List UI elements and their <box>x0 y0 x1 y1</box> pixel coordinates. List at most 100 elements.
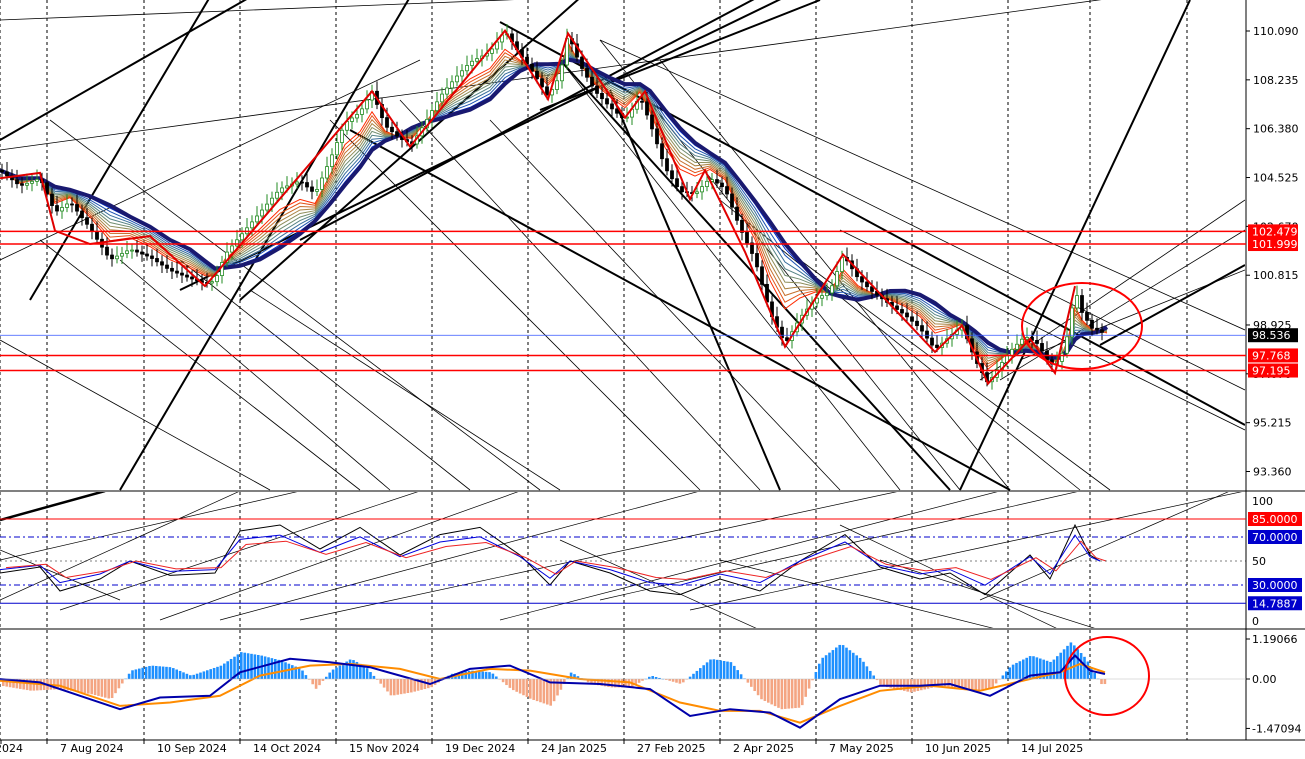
macd-histogram-bar <box>882 679 886 687</box>
macd-histogram-bar <box>144 666 148 679</box>
macd-histogram-bar <box>695 670 699 679</box>
candle <box>450 81 454 89</box>
macd-histogram-bar <box>539 679 542 703</box>
macd-histogram-bar <box>950 679 954 688</box>
macd-histogram-bar <box>372 675 376 679</box>
candle <box>440 93 444 103</box>
candle <box>60 207 64 212</box>
candle <box>605 98 609 105</box>
macd-histogram-bar <box>739 674 743 679</box>
candle <box>555 80 559 90</box>
macd-histogram-bar <box>461 672 464 679</box>
candle <box>445 87 449 95</box>
trend-line <box>39 239 361 491</box>
macd-histogram-bar <box>862 661 865 679</box>
macd-histogram-bar <box>971 679 974 691</box>
macd-histogram-bar <box>960 679 964 690</box>
macd-histogram-bar <box>1059 652 1062 679</box>
date-tick-label: 24 Jan 2025 <box>541 742 607 755</box>
macd-histogram-bar <box>1005 671 1008 679</box>
macd-histogram-bar <box>648 676 651 679</box>
macd-histogram-bar <box>756 679 760 696</box>
candle <box>740 219 744 233</box>
rsi-trend-line <box>219 492 698 621</box>
macd-histogram-bar <box>335 667 338 679</box>
ma-ribbon-line <box>0 50 1108 361</box>
candle <box>695 191 699 194</box>
macd-histogram-bar <box>488 672 491 679</box>
macd-histogram-bar <box>719 660 722 679</box>
date-tick-label: 14 Oct 2024 <box>253 742 321 755</box>
macd-histogram-bar <box>790 679 794 709</box>
price-tick-label: 108.235 <box>1253 74 1299 87</box>
macd-histogram-bar <box>243 652 246 679</box>
macd-histogram-bar <box>767 679 770 703</box>
macd-histogram-bar <box>818 663 821 679</box>
candle <box>45 182 49 195</box>
candle <box>1015 343 1019 350</box>
macd-histogram-bar <box>73 679 76 692</box>
macd-histogram-bar <box>1039 658 1042 679</box>
macd-histogram-bar <box>212 667 216 679</box>
date-tick-label: 15 Nov 2024 <box>349 742 419 755</box>
macd-histogram-bar <box>546 679 549 705</box>
macd-histogram-bar <box>729 662 733 679</box>
macd-histogram-bar <box>892 679 896 689</box>
macd-histogram-bar <box>746 679 750 683</box>
macd-histogram-bar <box>393 679 396 696</box>
macd-histogram-bar <box>899 679 903 691</box>
macd-histogram-bar <box>784 679 787 709</box>
macd-histogram-bar <box>1086 661 1090 679</box>
rsi-line-slow <box>5 540 1107 581</box>
macd-histogram-bar <box>151 665 155 679</box>
rsi-trend-line <box>499 492 998 621</box>
rsi-level-label: 85.0000 <box>1252 513 1298 526</box>
macd-histogram-bar <box>107 679 110 699</box>
macd-histogram-bar <box>63 679 66 690</box>
macd-histogram-bar <box>382 679 386 688</box>
candle <box>700 186 704 193</box>
trend-line <box>599 39 1245 331</box>
price-level-label-box <box>1248 348 1298 363</box>
macd-histogram-bar <box>464 671 467 679</box>
trend-line <box>0 0 515 21</box>
candle <box>120 253 124 257</box>
macd-histogram-bar <box>1032 656 1035 679</box>
candle <box>155 258 159 263</box>
macd-histogram-bar <box>675 679 678 683</box>
macd-histogram-bar <box>97 679 100 696</box>
candle <box>1080 295 1084 313</box>
macd-histogram-bar <box>685 679 688 680</box>
macd-histogram-bar <box>566 678 569 679</box>
macd-histogram-bar <box>80 679 83 693</box>
candle <box>540 78 544 88</box>
macd-histogram-bar <box>835 647 838 679</box>
candle <box>595 85 599 94</box>
macd-histogram-bar <box>314 679 318 689</box>
candle <box>455 75 459 83</box>
macd-histogram-bar <box>161 666 165 679</box>
candle <box>1095 327 1099 331</box>
candle <box>230 245 234 253</box>
macd-histogram-bar <box>624 679 627 688</box>
macd-histogram-bar <box>807 679 811 689</box>
candle <box>925 330 929 339</box>
rsi-level-label: 70.0000 <box>1252 531 1298 544</box>
candle <box>190 276 194 280</box>
trend-line <box>659 59 1011 491</box>
rsi-trend-line <box>299 492 898 621</box>
candle <box>435 101 439 112</box>
macd-histogram-bar <box>59 679 63 690</box>
current-price-label: 98.536 <box>1252 329 1291 342</box>
macd-histogram-bar <box>610 679 614 688</box>
macd-histogram-bar <box>399 679 403 695</box>
macd-histogram-bar <box>291 665 294 679</box>
candle <box>665 158 669 172</box>
macd-histogram-bar <box>29 679 32 691</box>
candle <box>530 63 534 72</box>
macd-histogram-bar <box>90 679 93 695</box>
candle <box>135 249 139 253</box>
macd-histogram-bar <box>182 672 185 679</box>
macd-histogram-bar <box>413 679 416 692</box>
macd-histogram-bar <box>66 679 70 691</box>
